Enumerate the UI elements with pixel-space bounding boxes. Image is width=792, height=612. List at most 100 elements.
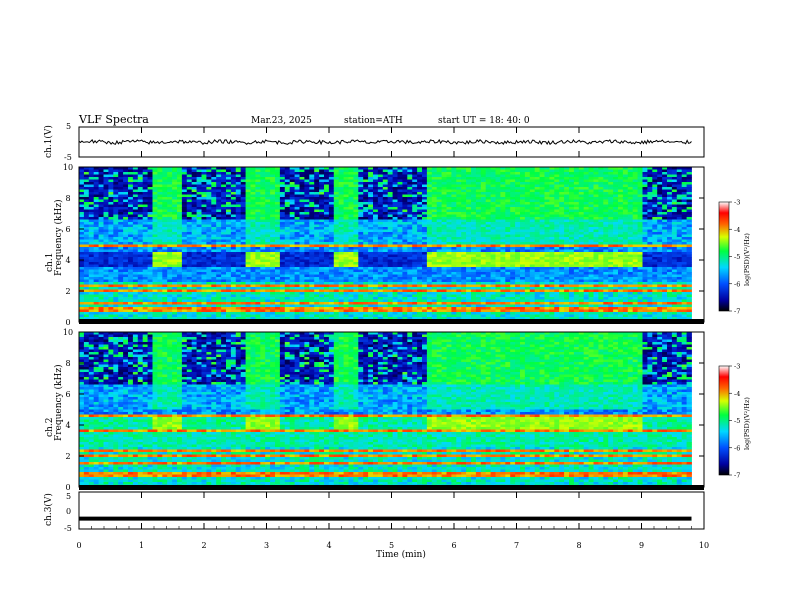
- spectrogram-cell: [461, 199, 467, 203]
- spectrogram-cell: [294, 169, 300, 173]
- spectrogram-cell: [382, 252, 389, 255]
- spectrogram-cell: [128, 177, 134, 180]
- spectrogram-cell: [172, 269, 178, 273]
- spectrogram-cell: [235, 214, 242, 218]
- spectrogram-cell: [417, 174, 423, 178]
- spectrogram-cell: [377, 312, 384, 315]
- spectrogram-cell: [422, 297, 428, 300]
- spectrogram-cell: [456, 274, 462, 278]
- spectrogram-cell: [392, 309, 398, 313]
- spectrogram-cell: [260, 292, 266, 295]
- spectrogram-cell: [142, 312, 148, 315]
- spectrogram-cell: [319, 312, 325, 315]
- spectrogram-cell: [226, 272, 232, 275]
- spectrogram-cell: [93, 189, 99, 193]
- spectrogram-cell: [397, 244, 403, 248]
- spectrogram-cell: [397, 212, 403, 215]
- spectrogram-cell: [417, 272, 423, 275]
- spectrogram-cell: [240, 212, 246, 215]
- spectrogram-cell: [113, 207, 119, 210]
- spectrogram-cell: [123, 214, 129, 218]
- spectrogram-cell: [328, 279, 335, 283]
- spectrogram-cell: [128, 247, 134, 250]
- spectrogram-cell: [407, 274, 413, 278]
- spectrogram-cell: [172, 264, 178, 268]
- spectrogram-cell: [466, 312, 472, 315]
- spectrogram-cell: [309, 227, 315, 230]
- spectrogram-cell: [103, 169, 109, 173]
- spectrogram-cell: [211, 292, 217, 295]
- spectrogram-cell: [201, 197, 207, 200]
- spectrogram-cell: [147, 302, 153, 305]
- spectrogram-cell: [279, 204, 286, 208]
- spectrogram-cell: [250, 302, 256, 305]
- spectrogram-cell: [260, 309, 266, 313]
- spectrogram-cell: [412, 277, 418, 280]
- spectrogram-cell: [226, 312, 232, 315]
- spectrogram-cell: [275, 182, 281, 185]
- spectrogram-cell: [441, 279, 447, 283]
- spectrogram-cell: [255, 247, 261, 250]
- spectrogram-cell: [382, 212, 389, 215]
- spectrogram-cell: [128, 259, 134, 263]
- spectrogram-cell: [196, 204, 202, 208]
- spectrogram-cell: [240, 169, 246, 173]
- spectrogram-cell: [93, 224, 99, 228]
- spectrogram-cell: [363, 177, 369, 180]
- spectrogram-cell: [240, 317, 246, 320]
- spectrogram-cell: [348, 294, 354, 298]
- spectrogram-cell: [466, 234, 472, 238]
- spectrogram-cell: [319, 194, 325, 198]
- spectrogram-cell: [201, 169, 207, 173]
- spectrogram-cell: [132, 282, 139, 285]
- spectrogram-cell: [245, 234, 251, 238]
- spectrogram-cell: [343, 252, 349, 255]
- spectrogram-cell: [162, 249, 168, 253]
- spectrogram-cell: [206, 317, 212, 320]
- spectrogram-cell: [132, 189, 139, 193]
- spectrogram-cell: [132, 279, 139, 283]
- spectrogram-cell: [118, 304, 124, 308]
- spectrogram-cell: [260, 214, 266, 218]
- spectrogram-cell: [373, 204, 379, 208]
- spectrogram-cell: [373, 304, 379, 308]
- spectrogram-cell: [392, 272, 398, 275]
- spectrogram-cell: [250, 197, 256, 200]
- spectrogram-cell: [436, 317, 442, 320]
- spectrogram-cell: [358, 289, 364, 293]
- spectrogram-cell: [88, 307, 95, 310]
- spectrogram-cell: [103, 182, 109, 185]
- spectrogram-cell: [304, 249, 310, 253]
- spectrogram-cell: [338, 179, 344, 183]
- spectrogram-cell: [191, 179, 197, 183]
- spectrogram-cell: [206, 257, 212, 260]
- spectrogram-cell: [461, 197, 467, 200]
- spectrogram-cell: [152, 302, 158, 305]
- spectrogram-cell: [387, 179, 393, 183]
- spectrogram-cell: [226, 282, 232, 285]
- spectrogram-cell: [284, 302, 291, 305]
- spectrogram-cell: [162, 197, 168, 200]
- spectrogram-cell: [431, 199, 438, 203]
- spectrogram-cell: [324, 179, 330, 183]
- spectrogram-cell: [392, 312, 398, 315]
- spectrogram-cell: [436, 229, 442, 233]
- spectrogram-cell: [382, 177, 389, 180]
- spectrogram-cell: [397, 234, 403, 238]
- spectrogram-cell: [456, 252, 462, 255]
- spectrogram-cell: [83, 252, 90, 255]
- spectrogram-cell: [343, 259, 349, 263]
- spectrogram-cell: [314, 257, 320, 260]
- spectrogram-cell: [387, 214, 393, 218]
- spectrogram-cell: [368, 239, 374, 243]
- spectrogram-cell: [348, 317, 354, 320]
- spectrogram-cell: [412, 284, 418, 288]
- spectrogram-cell: [245, 249, 251, 253]
- spectrogram-cell: [324, 269, 330, 273]
- spectrogram-cell: [456, 209, 462, 213]
- spectrogram-cell: [162, 207, 168, 210]
- spectrogram-cell: [88, 249, 95, 253]
- spectrogram-cell: [270, 242, 276, 245]
- spectrogram-cell: [270, 217, 276, 220]
- spectrogram-cell: [314, 237, 320, 240]
